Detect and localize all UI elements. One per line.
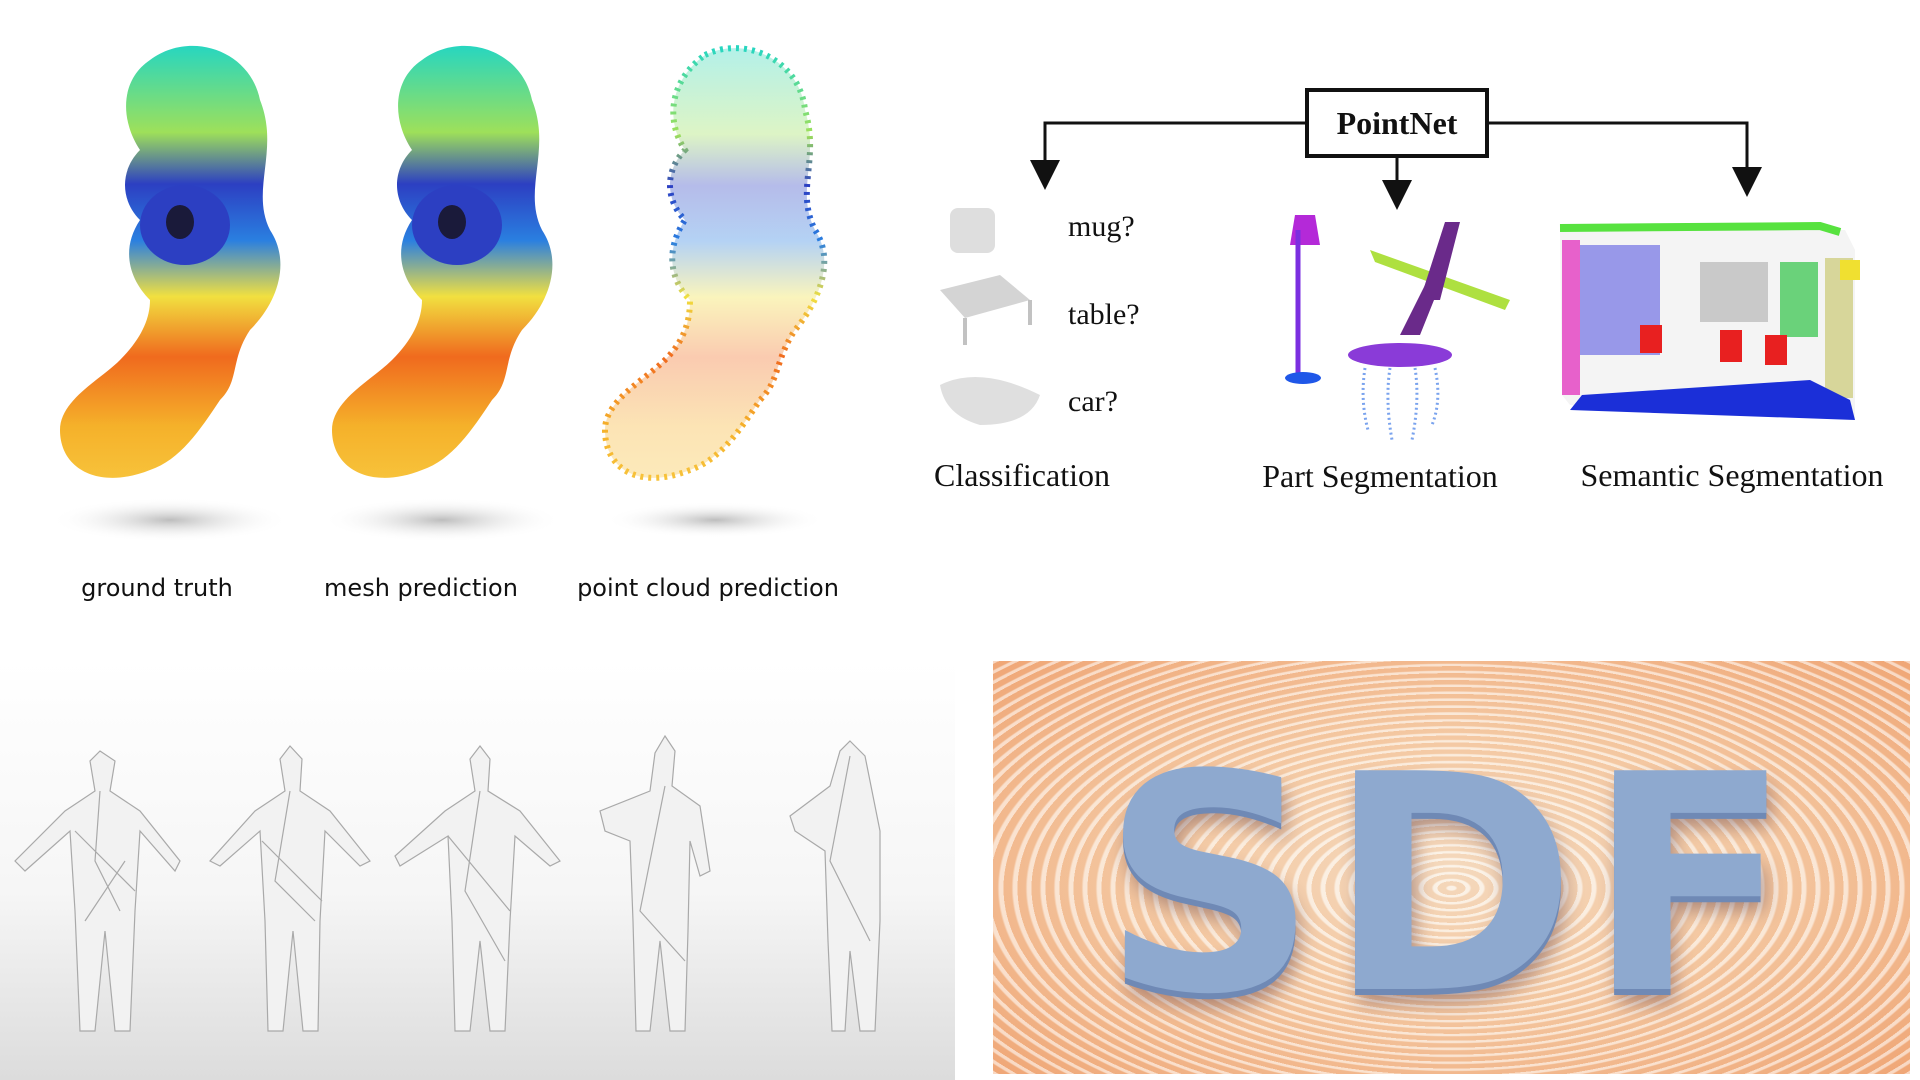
- mesh-prediction-shape: [322, 45, 562, 542]
- mesh-figures: [14, 734, 881, 1032]
- table-part-point-cloud: [1348, 343, 1452, 441]
- sdf-panel: SDF: [993, 661, 1910, 1074]
- caption-ground-truth: ground truth: [81, 574, 233, 602]
- car-point-cloud: [940, 377, 1040, 425]
- pointnet-box: PointNet: [1305, 88, 1489, 158]
- room-point-cloud: [1559, 221, 1860, 420]
- sdf-letters: SDF: [1101, 711, 1802, 1060]
- mesh-simplification-panel: [0, 661, 955, 1080]
- table-point-cloud: [940, 275, 1032, 345]
- ground-truth-shape: [50, 45, 290, 542]
- question-mug: mug?: [1068, 210, 1135, 243]
- mug-point-cloud: [950, 208, 995, 253]
- mesh-figure-3: [394, 745, 561, 1032]
- reconstruction-figures: [50, 45, 828, 542]
- mesh-figure-1: [14, 750, 181, 1032]
- airplane-point-cloud: [1370, 222, 1510, 335]
- mesh-figure-5: [789, 740, 881, 1032]
- task-classification: Classification: [934, 457, 1110, 493]
- pointnet-arrows: [940, 121, 1860, 441]
- task-part-segmentation: Part Segmentation: [1262, 458, 1498, 494]
- sdf-contour-rings: [993, 661, 1910, 1074]
- caption-point-cloud-prediction: point cloud prediction: [577, 574, 839, 602]
- point-cloud-prediction-shape: [601, 45, 828, 538]
- lamp-point-cloud: [1285, 215, 1321, 384]
- task-semantic-segmentation: Semantic Segmentation: [1580, 457, 1884, 493]
- mesh-figure-2: [209, 745, 371, 1032]
- question-table: table?: [1068, 298, 1140, 331]
- mesh-figure-4: [599, 734, 711, 1032]
- pointnet-title: PointNet: [1336, 104, 1458, 141]
- pointnet-diagram: PointNet mug? table? car? Classification…: [920, 0, 1920, 520]
- caption-mesh-prediction: mesh prediction: [324, 574, 518, 602]
- question-car: car?: [1068, 385, 1118, 418]
- reconstruction-panel: ground truth mesh prediction point cloud…: [0, 0, 900, 620]
